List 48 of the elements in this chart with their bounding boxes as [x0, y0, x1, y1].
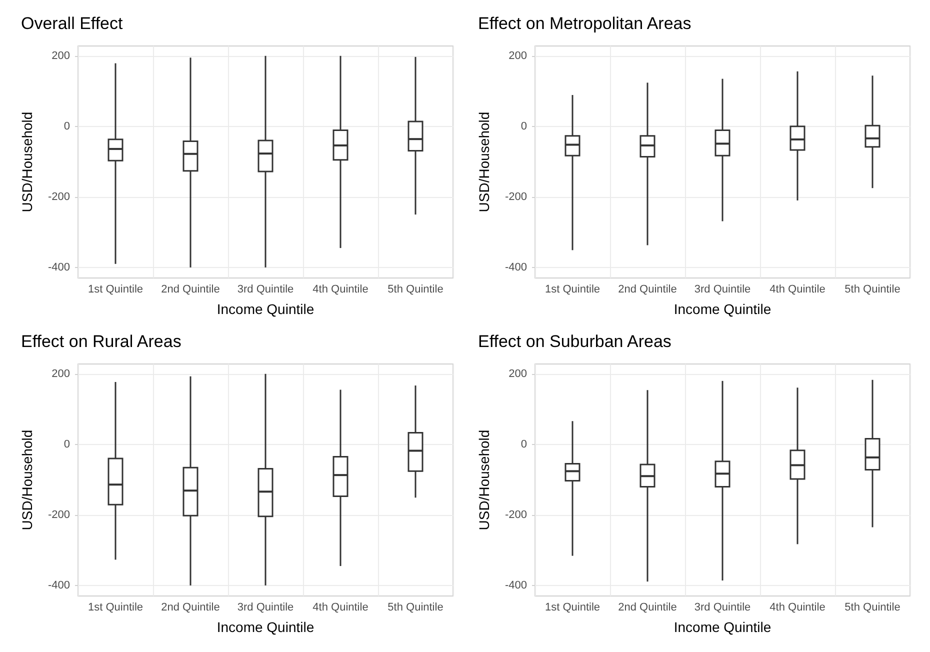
y-tick-label: 200 [52, 368, 70, 380]
y-axis-title: USD/Household [19, 112, 35, 212]
y-tick-label: -400 [48, 579, 70, 592]
y-tick-label: -400 [504, 579, 527, 592]
x-tick-label: 3rd Quintile [237, 284, 294, 296]
x-axis-title: Income Quintile [216, 301, 314, 317]
y-tick-label: -400 [504, 261, 527, 274]
y-axis-title: USD/Household [476, 112, 492, 212]
chart-title: Effect on Suburban Areas [478, 332, 672, 351]
x-axis-title: Income Quintile [674, 301, 772, 317]
x-tick-label: 5th Quintile [388, 602, 444, 614]
x-tick-label: 4th Quintile [312, 284, 368, 296]
y-tick-label: -200 [48, 190, 70, 203]
x-tick-label: 4th Quintile [312, 602, 368, 614]
y-tick-label: 0 [64, 120, 70, 132]
x-tick-label: 4th Quintile [770, 284, 826, 296]
y-tick-label: 200 [508, 368, 527, 380]
y-axis-title: USD/Household [476, 430, 492, 530]
y-tick-label: -200 [504, 508, 527, 521]
y-tick-label: -200 [504, 190, 527, 203]
x-tick-label: 3rd Quintile [694, 284, 751, 296]
chart-title: Effect on Metropolitan Areas [478, 14, 692, 33]
x-axis-title: Income Quintile [216, 619, 314, 635]
x-tick-label: 3rd Quintile [237, 602, 294, 614]
y-tick-label: -400 [48, 261, 70, 274]
x-tick-label: 2nd Quintile [161, 602, 220, 614]
y-tick-label: 0 [64, 438, 70, 450]
y-tick-label: 0 [520, 120, 527, 132]
y-tick-label: -200 [48, 508, 70, 521]
x-tick-label: 2nd Quintile [618, 602, 677, 614]
y-axis-title: USD/Household [19, 430, 35, 530]
x-tick-label: 5th Quintile [844, 602, 900, 614]
x-tick-label: 1st Quintile [88, 602, 144, 614]
y-tick-label: 200 [52, 50, 70, 62]
x-tick-label: 1st Quintile [544, 284, 600, 296]
x-tick-label: 1st Quintile [544, 602, 600, 614]
x-tick-label: 3rd Quintile [694, 602, 751, 614]
x-tick-label: 5th Quintile [388, 284, 444, 296]
x-tick-label: 2nd Quintile [618, 284, 677, 296]
x-tick-label: 2nd Quintile [161, 284, 220, 296]
x-tick-label: 4th Quintile [770, 602, 826, 614]
x-tick-label: 5th Quintile [844, 284, 900, 296]
y-tick-label: 200 [508, 50, 527, 62]
x-axis-title: Income Quintile [674, 619, 772, 635]
chart-title: Overall Effect [21, 14, 124, 33]
chart-title: Effect on Rural Areas [21, 332, 182, 351]
x-tick-label: 1st Quintile [88, 284, 144, 296]
y-tick-label: 0 [520, 438, 527, 450]
